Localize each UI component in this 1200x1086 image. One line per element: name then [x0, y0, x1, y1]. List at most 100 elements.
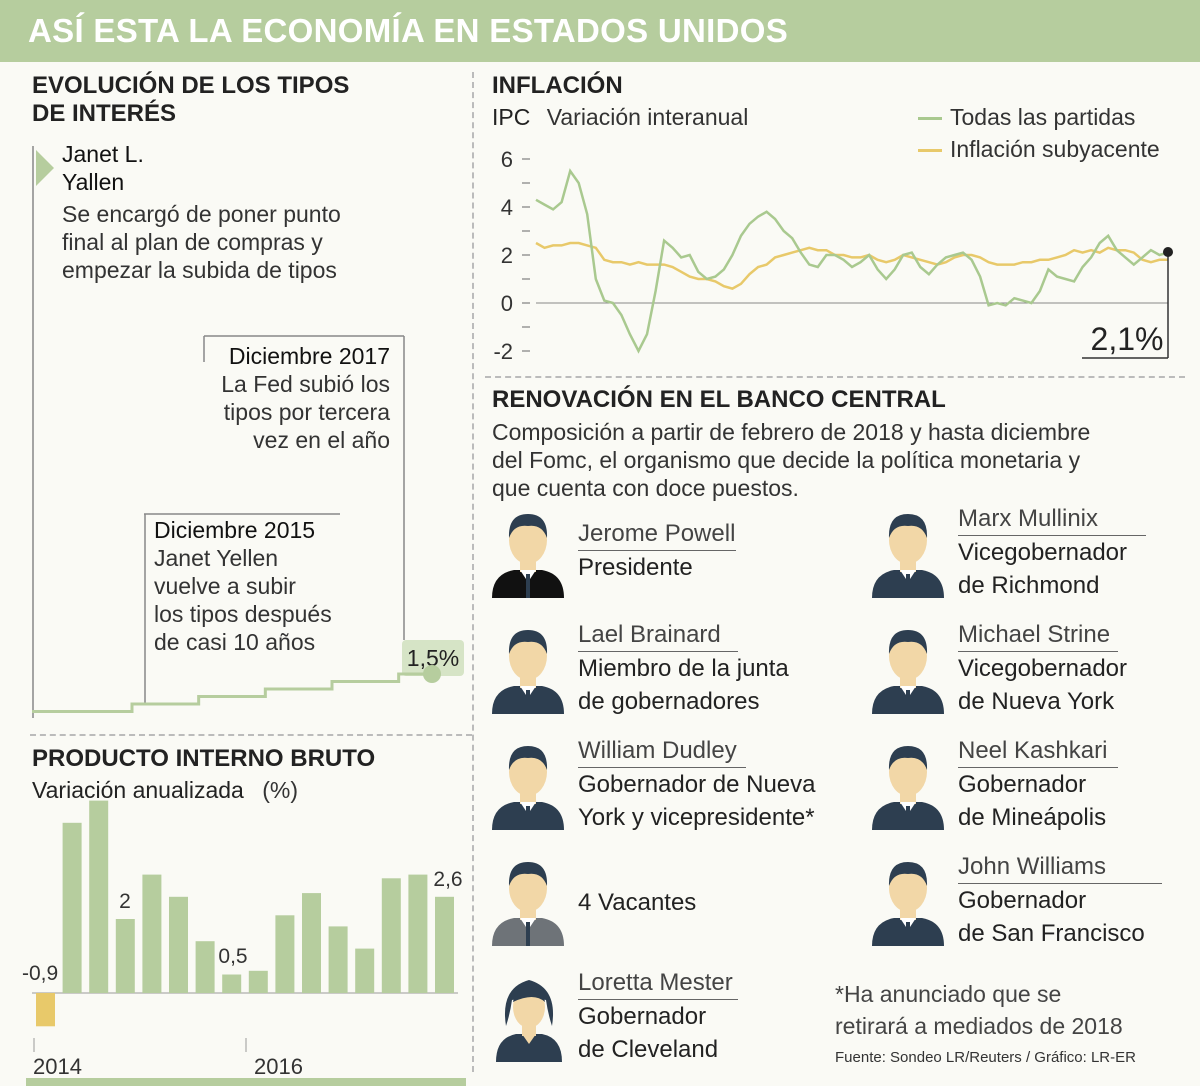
- gdp-heading: PRODUCTO INTERNO BRUTO: [32, 745, 376, 772]
- gdp-bar: [302, 893, 321, 993]
- member-card: [494, 974, 564, 1071]
- man-avatar-icon: [872, 630, 944, 714]
- member-text: 4 Vacantes: [578, 886, 696, 919]
- member-name: Lael Brainard: [578, 621, 738, 652]
- gdp-bar: [142, 874, 162, 993]
- woman-avatar-icon: [496, 980, 562, 1062]
- man-avatar-icon: [492, 746, 564, 830]
- source-note: Fuente: Sondeo LR/Reuters / Gráfico: LR-…: [835, 1049, 1136, 1066]
- gdp-bar: [248, 970, 268, 993]
- member-text: Michael Strine Vicegobernador de Nueva Y…: [958, 621, 1127, 718]
- inflation-chart: 6 4 2 0 -2 2,1%: [493, 147, 1173, 364]
- gdp-subtitle-text: Variación anualizada: [32, 777, 244, 803]
- member-text: Marx Mullinix Vicegobernador de Richmond: [958, 505, 1146, 602]
- member-role-2: de Mineápolis: [958, 804, 1107, 831]
- gdp-year-2014: 2014: [33, 1054, 82, 1079]
- inflation-heading: INFLACIÓN: [492, 72, 623, 99]
- page-title: ASÍ ESTA LA ECONOMÍA EN ESTADOS UNIDOS: [28, 12, 789, 49]
- member-role-1: Vicegobernador: [958, 539, 1128, 566]
- rates-chart: 1,5%: [32, 146, 464, 718]
- gdp-bar: [62, 822, 82, 993]
- member-name: Jerome Powell: [578, 520, 736, 551]
- legend-swatch-core: [918, 149, 942, 153]
- legend-label-core: Inflación subyacente: [950, 136, 1160, 162]
- member-name: John Williams: [958, 853, 1162, 884]
- yellen-text-2: final al plan de compras y: [62, 229, 323, 255]
- man-avatar-icon: [872, 862, 944, 946]
- y-tick-marks: [522, 158, 530, 352]
- series-all-line: [535, 168, 1169, 354]
- member-role-2: de Cleveland: [578, 1036, 719, 1063]
- member-role-2: de Nueva York: [958, 688, 1115, 715]
- member-card: [490, 510, 566, 607]
- gdp-bar: [381, 878, 401, 993]
- yellen-name-2: Yallen: [62, 169, 125, 195]
- member-text: William Dudley Gobernador de Nueva York …: [578, 737, 816, 834]
- vacancies-label: 4 Vacantes: [578, 889, 697, 916]
- member-name: William Dudley: [578, 737, 746, 768]
- member-text: Loretta Mester Gobernador de Cleveland: [578, 969, 738, 1066]
- member-role-1: Gobernador de Nueva: [578, 771, 816, 798]
- gdp-label-26: 2,6: [433, 868, 462, 891]
- final-value-badge: [402, 640, 464, 676]
- board-desc-2: del Fomc, el organismo que decide la pol…: [492, 447, 1081, 473]
- yellen-text-1: Se encargó de poner punto: [62, 201, 341, 227]
- member-role-2: de Richmond: [958, 572, 1100, 599]
- man-avatar-icon: [872, 746, 944, 830]
- rates-heading-line-2: DE INTERÉS: [32, 100, 177, 127]
- gdp-bar: [222, 974, 242, 993]
- y-tick-6: 6: [501, 147, 513, 172]
- title-banner: ASÍ ESTA LA ECONOMÍA EN ESTADOS UNIDOS: [0, 0, 1200, 62]
- rate-end-dot: [423, 665, 441, 683]
- board-description: Composición a partir de febrero de 2018 …: [492, 418, 1090, 502]
- member-role-2: de San Francisco: [958, 920, 1145, 947]
- gdp-bar: [36, 993, 55, 1027]
- gdp-bar: [435, 896, 454, 993]
- member-role: Presidente: [578, 554, 693, 581]
- bottom-rule: [26, 1078, 466, 1086]
- footnote: *Ha anunciado que se retirará a mediados…: [835, 978, 1123, 1042]
- legend-item-core: Inflación subyacente: [918, 135, 1160, 163]
- y-tick-m2: -2: [493, 339, 513, 364]
- gdp-bar: [169, 896, 188, 993]
- member-role-1: Gobernador: [958, 887, 1087, 914]
- board-desc-1: Composición a partir de febrero de 2018 …: [492, 419, 1091, 445]
- y-tick-0: 0: [501, 291, 513, 316]
- last-value-dot: [1163, 247, 1173, 257]
- member-role-2: de gobernadores: [578, 688, 760, 715]
- gdp-year-2016: 2016: [254, 1054, 303, 1079]
- member-name: Loretta Mester: [578, 969, 738, 1000]
- member-name: Michael Strine: [958, 621, 1118, 652]
- gdp-chart: -0,9 2 0,5 2,6 2014 2016: [22, 800, 463, 1079]
- gdp-label-neg: -0,9: [22, 962, 58, 985]
- dec2017-line-2: tipos por tercera: [223, 399, 390, 425]
- y-tick-4: 4: [501, 195, 513, 220]
- yellen-name-1: Janet L.: [62, 141, 144, 167]
- member-text: John Williams Gobernador de San Francisc…: [958, 853, 1162, 950]
- column-divider: [472, 72, 474, 1072]
- rates-divider: [30, 734, 472, 736]
- member-text: Lael Brainard Miembro de la junta de gob…: [578, 621, 789, 718]
- member-name: Marx Mullinix: [958, 505, 1146, 536]
- member-card: [870, 626, 946, 723]
- dec2017-title: Diciembre 2017: [228, 343, 390, 369]
- gdp-unit: (%): [262, 777, 299, 803]
- marker-triangle-icon: [36, 150, 54, 186]
- man-avatar-icon: [492, 514, 564, 598]
- dec2015-line-4: de casi 10 años: [154, 629, 316, 655]
- member-card: [490, 742, 566, 839]
- legend-item-all: Todas las partidas: [918, 103, 1160, 131]
- gdp-subtitle: Variación anualizada (%): [32, 776, 298, 804]
- inflation-divider: [485, 376, 1185, 378]
- gdp-label-05: 0,5: [218, 945, 247, 968]
- rate-step-line: [32, 672, 432, 713]
- last-value-label: 2,1%: [1091, 321, 1164, 357]
- member-card: [490, 626, 566, 723]
- inflation-subtitle-text: Variación interanual: [546, 104, 749, 130]
- rates-heading-line-1: EVOLUCIÓN DE LOS TIPOS: [32, 72, 350, 99]
- gdp-bar: [115, 919, 135, 993]
- legend-label-all: Todas las partidas: [950, 104, 1136, 130]
- member-role-1: Vicegobernador: [958, 655, 1128, 682]
- yellen-text-3: empezar la subida de tipos: [62, 257, 337, 283]
- dec2017-line-3: vez en el año: [253, 427, 390, 453]
